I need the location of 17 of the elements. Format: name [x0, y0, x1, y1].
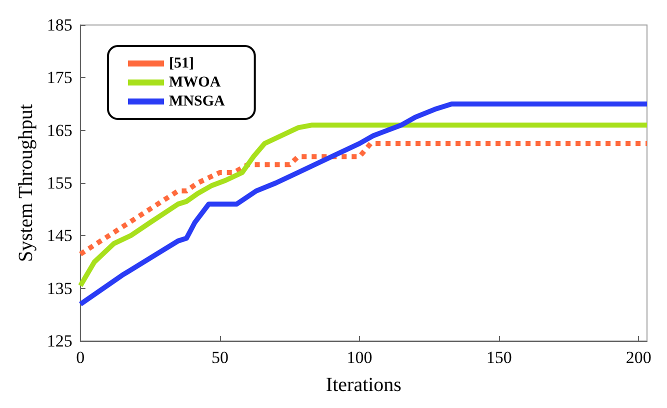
x-tick-label: 200 [626, 348, 652, 367]
x-axis-title: Iterations [326, 374, 402, 396]
y-tick-label: 135 [46, 278, 72, 298]
y-tick-label: 175 [46, 68, 72, 88]
y-tick-label: 145 [46, 226, 72, 246]
y-tick-label: 155 [46, 174, 72, 192]
y-tick-label: 165 [46, 120, 72, 140]
y-tick-label: 125 [46, 332, 72, 350]
legend-label: MWOA [169, 74, 221, 90]
x-tick-label: 100 [346, 348, 372, 367]
y-tick-label: 185 [46, 16, 72, 34]
y-axis-title: System Throughput [15, 104, 37, 262]
legend-label: [51] [169, 56, 194, 72]
x-tick-label: 0 [76, 348, 85, 367]
x-tick-label: 150 [486, 348, 512, 367]
legend-label: MNSGA [169, 94, 225, 110]
x-tick-label: 50 [211, 348, 228, 367]
